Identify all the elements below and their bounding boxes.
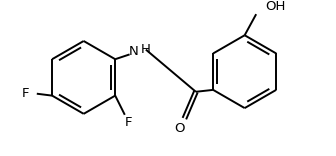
Text: F: F	[22, 87, 29, 100]
Text: OH: OH	[266, 0, 286, 13]
Text: F: F	[125, 116, 132, 129]
Text: H: H	[141, 43, 151, 56]
Text: O: O	[174, 122, 185, 135]
Text: N: N	[129, 45, 138, 58]
